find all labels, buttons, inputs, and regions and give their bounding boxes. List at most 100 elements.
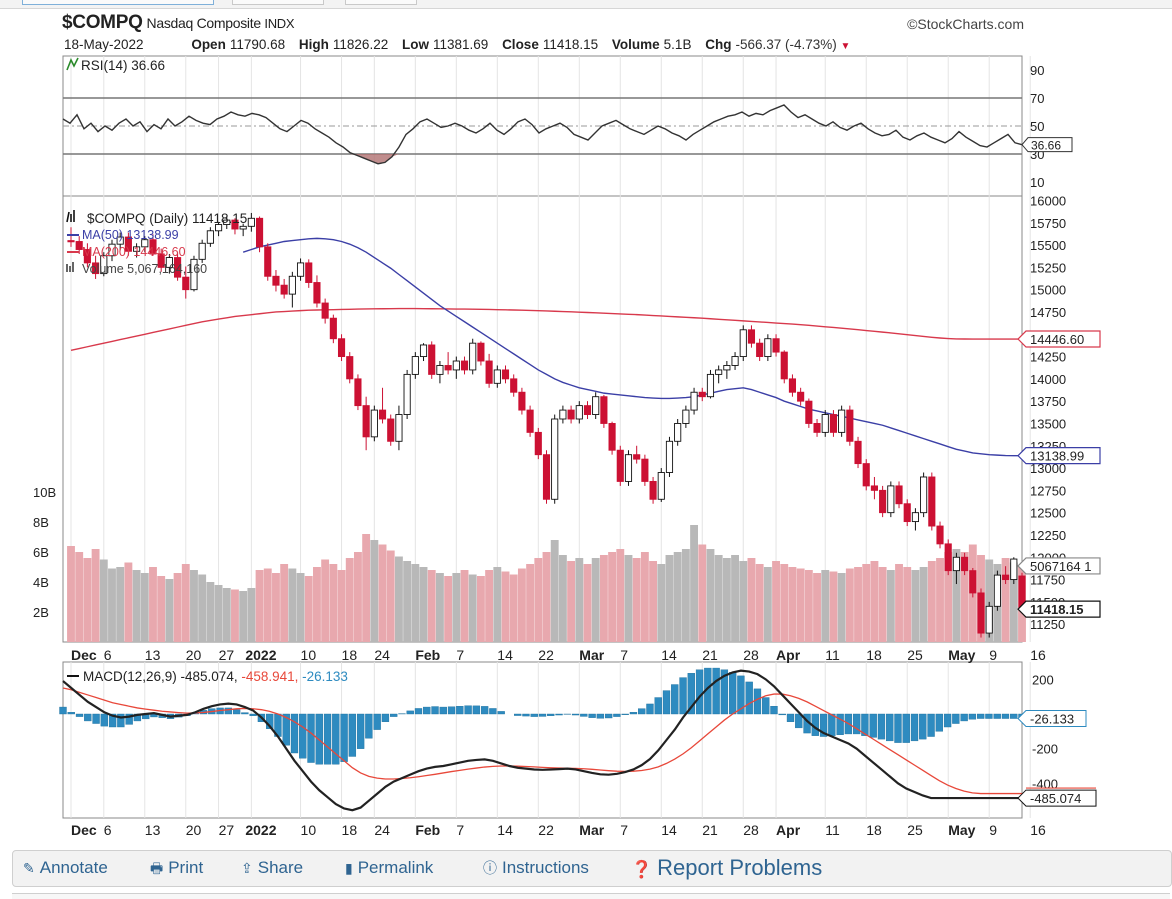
print-button[interactable]: 🖶 Print [150,858,203,882]
macd-histogram-bar [894,713,902,743]
macd-histogram-bar [348,713,357,757]
macd-histogram-bar [819,713,828,737]
candle-body [805,400,813,424]
top-tab[interactable] [22,0,214,5]
macd-x-label: Apr [776,822,801,838]
candle-body [1010,558,1018,581]
ma50-tag-box [1017,447,1101,465]
brand: ©StockCharts.com [907,16,1024,32]
macd-histogram-bar [877,713,886,740]
candle-body [583,405,592,415]
question-icon: ❓ [631,860,653,879]
quote-date: 18-May-2022 [64,37,144,52]
instructions-button[interactable]: ⓘ Instructions [483,858,589,878]
macd-x-label: Feb [415,822,440,838]
macd-histogram-bar [869,713,877,738]
candle-body [903,503,911,523]
candle-body [567,409,575,420]
candle-body [452,360,460,371]
macd-histogram-bar [671,684,679,715]
price-x-label: 24 [374,647,390,663]
volume-bar [1001,558,1010,642]
volume-bar [886,570,895,642]
macd-x-label: 18 [342,822,358,838]
candle-body [723,365,731,371]
share-button[interactable]: ⇪ Share [241,858,303,878]
macd-histogram-bar [108,713,117,728]
candle-body [124,236,132,252]
candle-body [952,556,960,572]
ma50-line [242,237,1031,457]
permalink-button[interactable]: ▮ Permalink [345,858,433,878]
rsi-tick-label: 50 [1030,119,1044,134]
macd-x-label: 20 [186,822,202,838]
candle-body [911,512,919,523]
report-problems-button[interactable]: ❓ Report Problems [631,855,822,881]
macd-histogram-bar [786,713,795,722]
price-tick-label: 15750 [1030,216,1066,231]
macd-histogram-bar [679,677,687,715]
volume-bar [837,573,846,642]
volume-bar [616,549,625,642]
volume-bar [895,564,903,642]
volume-bar [681,549,690,642]
volume-bar [345,558,354,642]
annotate-button[interactable]: ✎ Annotate [23,858,108,878]
exchange: INDX [264,16,295,31]
candle-body [715,369,723,375]
macd-histogram-bar [439,706,447,715]
macd-x-label: 16 [1030,822,1046,838]
volume-bar [517,568,526,642]
macd-histogram-bar [472,705,481,715]
top-tab[interactable] [232,0,324,5]
candle-body [756,342,764,358]
macd-histogram-bar [638,708,646,715]
macd-histogram-bar [886,713,894,742]
macd-signal-line [62,687,1031,795]
macd-histogram-bar [770,706,778,715]
macd-histogram-bar [728,672,737,715]
macd-histogram-bar [100,713,109,727]
price-x-label: 16 [1030,647,1046,663]
top-tab[interactable] [345,0,417,5]
rsi-line [62,104,1023,165]
bookmark-icon: ▮ [345,860,353,876]
macd-histogram-bar [778,713,786,716]
price-x-label: May [948,647,975,663]
info-icon: ⓘ [483,860,497,876]
macd-x-label: 14 [497,822,513,838]
macd-histogram-bar [340,713,348,762]
volume-bar [255,570,264,642]
price-x-label: 20 [186,647,202,663]
report-label: Report Problems [657,855,823,880]
candle-body [542,454,551,500]
volume-bar [83,558,92,642]
price-tick-label: 11750 [1030,573,1065,588]
candle-body [862,463,870,487]
volume-bar [140,573,149,642]
volume-bar [608,552,617,642]
macd-histogram-bar [1001,713,1010,719]
macd-histogram-bar [547,713,555,716]
macd-histogram-bar [753,688,762,715]
candle-body [780,351,788,380]
volume-bar [435,573,444,642]
volume-bar [190,570,198,642]
macd-histogram-bar [654,697,662,715]
candle-body [321,302,329,319]
macd-histogram-bar [720,669,729,715]
macd-x-label: 6 [104,822,112,838]
chart-toolbar: ✎ Annotate 🖶 Print ⇪ Share ▮ Permalink ⓘ Inst… [12,850,1172,887]
candle-body [370,409,378,438]
price-tick-label: 12750 [1030,483,1066,498]
candle-body [551,418,559,500]
volume-bar [411,564,420,642]
candle-body [575,405,583,420]
macd-histogram-bar [290,713,299,754]
volume-bar [198,574,207,642]
candle-body [174,257,182,278]
candle-body [887,485,895,514]
index-name: Nasdaq Composite [146,15,262,31]
volume-bar [698,544,707,642]
